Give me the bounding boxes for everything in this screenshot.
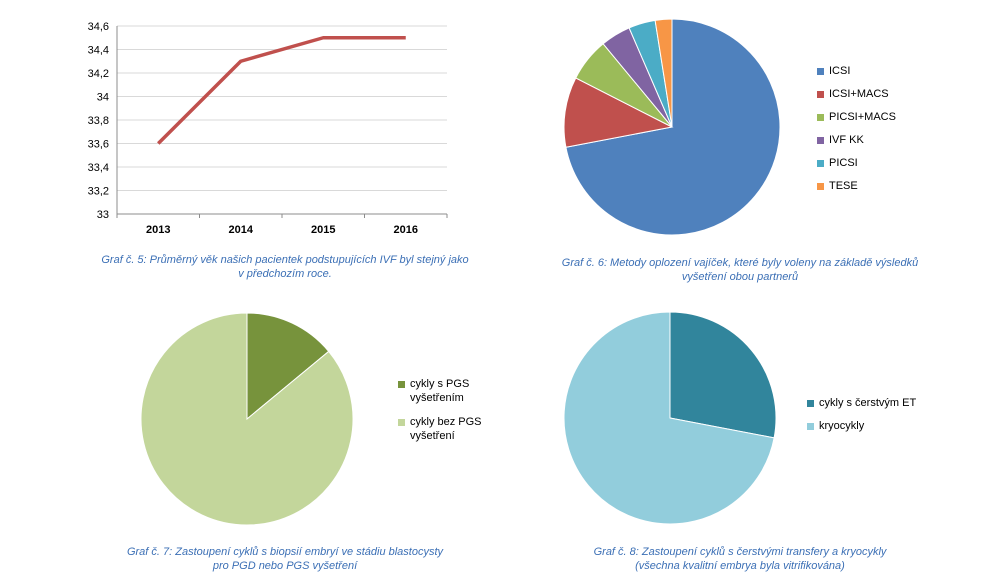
legend-swatch xyxy=(817,68,824,75)
x-tick-label: 2013 xyxy=(146,224,170,236)
pie-slice xyxy=(563,77,674,148)
chart-8-caption: Graf č. 8: Zastoupení cyklů s čerstvými … xyxy=(593,546,887,572)
legend-label: PICSI xyxy=(829,157,858,169)
chart-6-caption: Graf č. 6: Metody oplození vajíček, kter… xyxy=(561,257,919,283)
pie-slice xyxy=(140,312,354,526)
chart-8-legend: cykly s čerstvým ET kryocykly xyxy=(807,396,916,442)
chart-8-panel: cykly s čerstvým ET kryocykly Graf č. 8: … xyxy=(520,295,1007,579)
legend-entry: IVF KK xyxy=(817,133,896,147)
y-tick-label: 33,2 xyxy=(88,186,109,198)
pie-slice xyxy=(563,311,775,525)
y-tick-label: 34,2 xyxy=(88,68,109,80)
legend-entry: PICSI xyxy=(817,156,896,170)
chart-5-panel: 33 33,2 33,4 33,6 33,8 34 34,2 34,4 34,6 2013 2014… xyxy=(0,0,500,300)
pie-chart-fertilization-methods xyxy=(563,18,781,236)
chart-6-legend: ICSI ICSI+MACS PICSI+MACS IVF KK PICSI TESE xyxy=(817,64,896,202)
legend-label: cykly s čerstvým ET xyxy=(819,397,917,409)
pie-slice xyxy=(246,312,330,421)
legend-entry: cykly s PGS vyšetřením xyxy=(398,377,482,405)
chart-7-caption: Graf č. 7: Zastoupení cyklů s biopsií em… xyxy=(126,546,444,572)
y-tick-label: 33,6 xyxy=(88,139,109,151)
legend-label: PICSI+MACS xyxy=(829,111,896,123)
y-tick-label: 33,8 xyxy=(88,115,109,127)
legend-label: ICSI+MACS xyxy=(829,88,889,100)
pie-slice xyxy=(669,311,777,439)
legend-swatch xyxy=(807,400,814,407)
legend-entry: cykly s čerstvým ET xyxy=(807,396,916,410)
legend-entry: TESE xyxy=(817,179,896,193)
y-tick-label: 34,6 xyxy=(88,21,109,33)
legend-swatch xyxy=(817,183,824,190)
legend-swatch xyxy=(817,137,824,144)
legend-swatch xyxy=(817,114,824,121)
legend-entry: ICSI+MACS xyxy=(817,87,896,101)
legend-swatch xyxy=(398,419,405,426)
legend-entry: PICSI+MACS xyxy=(817,110,896,124)
x-tick-label: 2015 xyxy=(311,224,335,236)
legend-label: cykly bez PGS vyšetření xyxy=(410,416,482,442)
pie-chart-pgs-cycles xyxy=(140,312,354,526)
x-tick-label: 2014 xyxy=(229,224,254,236)
legend-swatch xyxy=(807,423,814,430)
legend-entry: kryocykly xyxy=(807,419,916,433)
legend-label: cykly s PGS vyšetřením xyxy=(410,378,470,404)
series-line xyxy=(157,36,406,145)
y-tick-label: 33,4 xyxy=(88,162,109,174)
legend-label: ICSI xyxy=(829,65,851,77)
legend-swatch xyxy=(817,160,824,167)
legend-label: TESE xyxy=(829,180,858,192)
y-tick-label: 33 xyxy=(97,209,109,221)
legend-swatch xyxy=(398,381,405,388)
y-tick-label: 34 xyxy=(97,92,109,104)
legend-entry: ICSI xyxy=(817,64,896,78)
legend-entry: cykly bez PGS vyšetření xyxy=(398,415,482,443)
pie-chart-fresh-vs-cryo xyxy=(563,311,777,525)
chart-6-panel: ICSI ICSI+MACS PICSI+MACS IVF KK PICSI TESE G… xyxy=(520,0,1007,300)
chart-5-caption: Graf č. 5: Průměrný věk našich pacientek… xyxy=(101,254,469,280)
legend-label: IVF KK xyxy=(829,134,864,146)
legend-swatch xyxy=(817,91,824,98)
pie-slice xyxy=(654,18,673,128)
y-tick-label: 34,4 xyxy=(88,45,109,57)
line-chart: 33 33,2 33,4 33,6 33,8 34 34,2 34,4 34,6 2013 2014… xyxy=(88,21,448,236)
legend-label: kryocykly xyxy=(819,420,865,432)
x-tick-label: 2016 xyxy=(394,224,418,236)
chart-7-panel: cykly s PGS vyšetřením cykly bez PGS vyšetř… xyxy=(0,295,500,579)
chart-7-legend: cykly s PGS vyšetřením cykly bez PGS vyšetř… xyxy=(398,377,482,453)
